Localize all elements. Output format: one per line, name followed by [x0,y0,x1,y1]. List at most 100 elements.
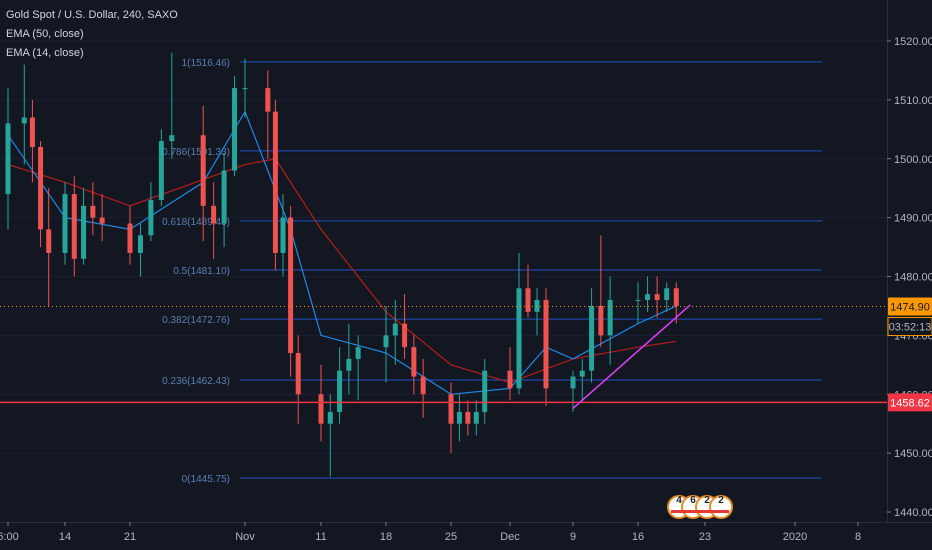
candle-body [62,194,68,253]
badge-digit-3: 2 [704,495,710,506]
candle-body [169,135,175,142]
candle [288,205,294,377]
candle [148,182,154,242]
x-tick-label: 14 [59,531,71,543]
candle-body [635,300,641,302]
candle-body [81,205,87,259]
ema14-label[interactable]: EMA (14, close) [6,47,84,59]
candle-body [570,376,576,389]
candle-body [579,370,585,377]
x-tick-label: Dec [500,531,520,543]
badge-flag-4 [713,510,729,513]
overlay-layer [0,304,887,409]
y-tick-label: 1520.00 [894,36,932,48]
candle [411,335,417,395]
candle-body [525,288,531,312]
candle [589,288,595,383]
candle-body [465,411,471,424]
x-tick-label: 6:00 [0,531,19,543]
fibonacci-retracement[interactable]: 1(1516.46) 0.786(1501.33) 0.618(1489.45) 0.… [162,58,822,485]
candle [635,282,641,324]
x-tick-label: 11 [315,531,326,543]
candle-body [148,199,154,236]
candle [127,205,133,265]
candle [402,294,408,359]
candle-body [448,394,454,424]
candle [62,182,68,265]
candle [516,252,522,395]
candle-body [645,294,651,301]
candle [265,70,271,159]
candle-body [38,146,44,230]
candle [21,64,27,165]
candle-body [402,323,408,348]
y-tick-label: 1480.00 [894,272,932,284]
x-tick-label: Nov [235,531,255,543]
candle [465,400,471,436]
y-tick-label: 1440.00 [894,507,932,519]
y-tick-label: 1510.00 [894,95,932,107]
candle [543,288,549,407]
fib-label-5: 0.236(1462.43) [162,376,230,387]
candle-body [598,305,604,336]
candle [448,382,454,454]
candle [5,88,11,230]
x-tick-label: 8 [855,531,861,543]
candle-body [158,141,164,200]
candle-body [5,123,11,195]
candle-body [318,394,324,424]
candle [99,194,105,242]
candle [280,194,286,277]
candle-body [507,370,513,389]
current-price-tag[interactable]: 1474.90 03:52:13 [887,297,932,337]
candle-body [355,347,361,359]
current-price-tag-bg [888,297,932,316]
candle-body [221,170,227,224]
candle-body [71,194,77,259]
candle-body [127,223,133,253]
candle-body [516,288,522,389]
x-tick-label: 2020 [783,531,807,543]
candle-body [232,88,238,171]
x-tick-label: 18 [380,531,392,543]
trendline[interactable] [572,304,691,409]
candle [579,358,585,401]
grid-layer [0,40,887,513]
candle-body [29,117,35,147]
symbol-label[interactable]: Gold Spot / U.S. Dollar, 240, SAXO [6,9,178,21]
candle [272,99,278,271]
fib-label-4: 0.382(1472.76) [162,315,230,326]
candle-body [456,411,462,424]
countdown-tag-bg [887,317,932,337]
badge-digit-1: 4 [676,495,682,506]
candle [346,323,352,395]
badge-digit-2: 6 [690,495,696,506]
candle [90,182,96,236]
candle [645,276,651,312]
candle [71,176,77,277]
badge-flag-1 [671,510,687,513]
ema50-label[interactable]: EMA (50, close) [6,28,84,40]
candle-body [420,376,426,395]
candle [232,76,238,177]
chart-legend: Gold Spot / U.S. Dollar, 240, SAXO EMA (… [6,9,178,59]
x-tick-label: 9 [570,531,576,543]
candle [327,394,333,477]
support-price-tag[interactable]: 1458.62 [888,393,932,412]
candle-body [200,135,206,206]
candle-body [534,300,540,312]
candle [221,152,227,248]
candle-body [392,323,398,336]
x-tick-label: 21 [124,531,136,543]
candle [420,358,426,418]
candle [81,188,87,265]
ideas-badge[interactable]: 4 6 2 2 [667,495,733,519]
candle [392,300,398,365]
candle [355,335,361,401]
candle [473,400,479,436]
badge-digit-4: 2 [718,495,724,506]
candle [482,358,488,424]
candle [211,182,217,259]
